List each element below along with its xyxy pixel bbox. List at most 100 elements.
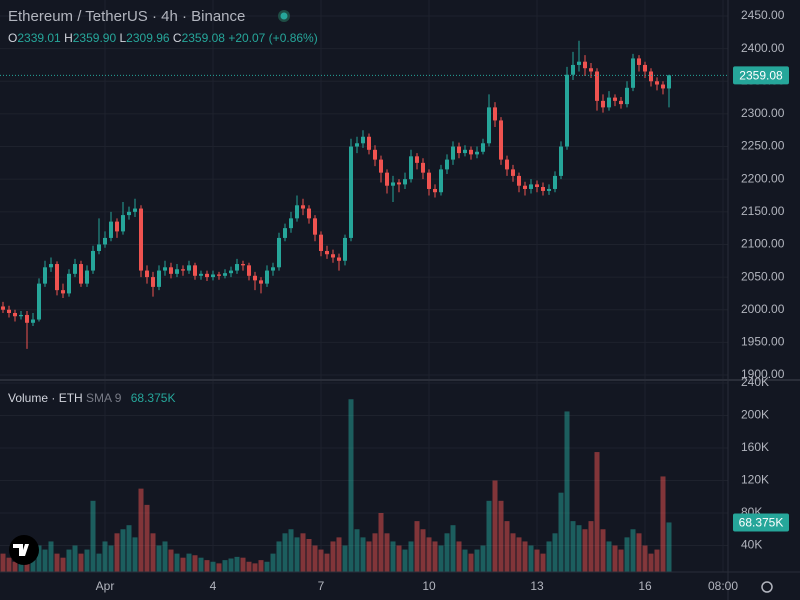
candle-body bbox=[55, 264, 59, 291]
volume-bar bbox=[504, 521, 510, 572]
gear[interactable] bbox=[761, 581, 773, 593]
candle-body bbox=[259, 280, 263, 284]
volume-bar bbox=[96, 553, 102, 572]
x-tick-label: 7 bbox=[318, 579, 325, 593]
candle-body bbox=[133, 208, 137, 212]
candle-body bbox=[541, 187, 545, 191]
candle-body bbox=[361, 136, 365, 144]
volume-bar bbox=[156, 545, 162, 572]
y-tick-label: 1900.00 bbox=[741, 367, 785, 381]
candle-body bbox=[655, 81, 659, 85]
candle-body bbox=[217, 274, 221, 276]
volume-bar bbox=[90, 500, 96, 572]
candle-body bbox=[13, 312, 17, 317]
volume-tick-label: 40K bbox=[741, 538, 762, 552]
volume-bar bbox=[210, 561, 216, 572]
candle-body bbox=[529, 184, 533, 189]
candle-body bbox=[109, 221, 113, 238]
volume-indicator: SMA 9 bbox=[86, 391, 122, 405]
volume-bar bbox=[426, 537, 432, 572]
volume-bar bbox=[246, 561, 252, 572]
candle-body bbox=[85, 270, 89, 284]
axes: 1900.00 1950.00 2000.00 2050.00 2100.00 2150.… bbox=[96, 8, 789, 593]
settings-icon[interactable] bbox=[761, 581, 773, 593]
x-tick-label: Apr bbox=[96, 579, 115, 593]
volume-bar bbox=[252, 563, 258, 572]
candle-body bbox=[637, 58, 641, 65]
volume-bar bbox=[420, 529, 426, 572]
volume-bar bbox=[630, 529, 636, 572]
volume-bar bbox=[660, 476, 666, 572]
volume-bar bbox=[312, 545, 318, 572]
volume-bar bbox=[330, 541, 336, 572]
logo-mark[interactable] bbox=[13, 544, 29, 556]
candle-body bbox=[49, 264, 53, 268]
candle-body bbox=[37, 283, 41, 320]
volume-bar bbox=[384, 533, 390, 572]
y-tick-label: 2250.00 bbox=[741, 139, 785, 153]
volume-bar bbox=[348, 399, 354, 572]
volume-bar bbox=[552, 533, 558, 572]
candle-body bbox=[67, 273, 71, 294]
volume-bar bbox=[282, 533, 288, 572]
volume-bar bbox=[228, 558, 234, 572]
volume-bar bbox=[366, 541, 372, 572]
y-tick-label: 2150.00 bbox=[741, 204, 785, 218]
candle-body bbox=[631, 58, 635, 88]
candle-body bbox=[121, 215, 125, 232]
candle-body bbox=[475, 151, 479, 155]
candle-body bbox=[43, 267, 47, 284]
candle-body bbox=[553, 175, 557, 189]
volume-bar bbox=[372, 533, 378, 572]
volume-bar bbox=[540, 553, 546, 572]
volume-bar bbox=[564, 411, 570, 572]
candle-body bbox=[91, 250, 95, 271]
last-volume-badge bbox=[733, 513, 789, 532]
candle-body bbox=[511, 169, 515, 176]
candle-body bbox=[313, 218, 317, 235]
volume-tick-label: 240K bbox=[741, 375, 769, 389]
candle-body bbox=[463, 149, 467, 154]
volume-bar bbox=[126, 525, 132, 572]
volume-bar bbox=[306, 539, 312, 572]
volume-bar bbox=[300, 533, 306, 572]
status-dot bbox=[280, 12, 288, 20]
candle-body bbox=[403, 179, 407, 185]
volume-bar bbox=[396, 545, 402, 572]
last-price-badge bbox=[733, 66, 789, 85]
candle-body bbox=[667, 75, 671, 89]
candle-body bbox=[547, 188, 551, 191]
candle-body bbox=[25, 314, 29, 323]
candle-body bbox=[409, 156, 413, 180]
y-tick-label: 2000.00 bbox=[741, 302, 785, 316]
candle-body bbox=[391, 182, 395, 186]
volume-bar bbox=[162, 541, 168, 572]
volume-bar bbox=[390, 541, 396, 572]
legend-value: 2359.90 bbox=[73, 31, 117, 45]
candle-body bbox=[535, 184, 539, 188]
price-pane bbox=[0, 40, 728, 349]
tv-logo[interactable] bbox=[9, 535, 39, 565]
candle-body bbox=[493, 107, 497, 121]
y-tick-label: 2400.00 bbox=[741, 41, 785, 55]
volume-bar bbox=[534, 549, 540, 572]
candle-body bbox=[199, 273, 203, 276]
volume-bar bbox=[480, 545, 486, 572]
candle-body bbox=[457, 146, 461, 154]
x-tick-label: 16 bbox=[638, 579, 652, 593]
volume-bar bbox=[108, 545, 114, 572]
candle-body bbox=[421, 162, 425, 173]
candle-body bbox=[151, 277, 155, 287]
volume-bar bbox=[60, 557, 66, 572]
volume-indicator-value: 68.375K bbox=[131, 391, 176, 405]
candle-body bbox=[103, 237, 107, 245]
volume-bar bbox=[510, 533, 516, 572]
y-tick-label: 2050.00 bbox=[741, 269, 785, 283]
candle-body bbox=[613, 97, 617, 101]
volume-bar bbox=[642, 545, 648, 572]
candle-body bbox=[373, 149, 377, 160]
volume-bar bbox=[528, 545, 534, 572]
volume-bar bbox=[624, 537, 630, 572]
volume-bar bbox=[288, 529, 294, 572]
volume-bar bbox=[318, 549, 324, 572]
